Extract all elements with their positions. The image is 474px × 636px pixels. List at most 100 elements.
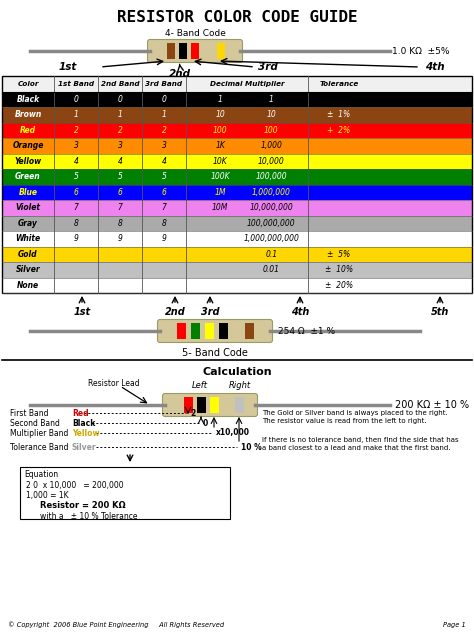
Text: 10,000,000: 10,000,000 bbox=[249, 204, 293, 212]
Text: 0.1: 0.1 bbox=[265, 250, 277, 259]
Text: 1st: 1st bbox=[73, 307, 91, 317]
Bar bbox=[2, 153, 472, 169]
Bar bbox=[2, 138, 472, 153]
Bar bbox=[197, 397, 206, 413]
Text: 1M: 1M bbox=[214, 188, 226, 197]
Text: Silver: Silver bbox=[72, 443, 97, 452]
Text: 10: 10 bbox=[215, 110, 225, 120]
Bar bbox=[2, 107, 472, 123]
Text: Resistor Lead: Resistor Lead bbox=[88, 380, 140, 389]
Text: Red: Red bbox=[72, 408, 89, 417]
Text: 1: 1 bbox=[162, 110, 166, 120]
Text: 5: 5 bbox=[118, 172, 122, 181]
Text: Red: Red bbox=[20, 126, 36, 135]
Text: 4: 4 bbox=[118, 156, 122, 166]
Text: 1: 1 bbox=[218, 95, 223, 104]
Text: Black: Black bbox=[17, 95, 40, 104]
Text: 9: 9 bbox=[118, 234, 122, 243]
Text: 1,000: 1,000 bbox=[260, 141, 283, 150]
Text: 1.0 KΩ  ±5%: 1.0 KΩ ±5% bbox=[392, 46, 449, 55]
Bar bbox=[191, 323, 200, 339]
Text: Green: Green bbox=[15, 172, 41, 181]
Text: 2nd: 2nd bbox=[164, 307, 185, 317]
Bar bbox=[2, 169, 472, 184]
Text: 0: 0 bbox=[162, 95, 166, 104]
Text: 1: 1 bbox=[118, 110, 122, 120]
Text: Left: Left bbox=[192, 381, 208, 390]
Text: 1,000,000,000: 1,000,000,000 bbox=[244, 234, 300, 243]
Text: 100: 100 bbox=[213, 126, 228, 135]
Text: 6: 6 bbox=[162, 188, 166, 197]
Text: RESISTOR COLOR CODE GUIDE: RESISTOR COLOR CODE GUIDE bbox=[117, 10, 357, 25]
Text: 4th: 4th bbox=[425, 62, 445, 72]
Text: Gray: Gray bbox=[18, 219, 38, 228]
Text: 8: 8 bbox=[118, 219, 122, 228]
Text: 100,000,000: 100,000,000 bbox=[247, 219, 296, 228]
Text: ±  20%: ± 20% bbox=[325, 280, 353, 290]
Text: 2nd: 2nd bbox=[169, 69, 191, 79]
Text: Calculation: Calculation bbox=[202, 367, 272, 377]
Text: 100: 100 bbox=[264, 126, 279, 135]
Text: 4: 4 bbox=[162, 156, 166, 166]
Text: 9: 9 bbox=[73, 234, 78, 243]
Text: 200 KΩ ± 10 %: 200 KΩ ± 10 % bbox=[395, 400, 469, 410]
Text: First Band: First Band bbox=[10, 408, 48, 417]
Text: 2: 2 bbox=[162, 126, 166, 135]
Bar bbox=[167, 43, 175, 59]
Text: None: None bbox=[17, 280, 39, 290]
Text: Equation: Equation bbox=[24, 470, 58, 479]
Bar bbox=[2, 76, 472, 92]
Text: 2: 2 bbox=[73, 126, 78, 135]
Text: 4: 4 bbox=[73, 156, 78, 166]
Text: 1st Band: 1st Band bbox=[58, 81, 94, 86]
Bar bbox=[2, 262, 472, 277]
Text: 8: 8 bbox=[73, 219, 78, 228]
Bar bbox=[210, 397, 219, 413]
Text: 0.01: 0.01 bbox=[263, 265, 280, 274]
Text: 0: 0 bbox=[203, 418, 208, 427]
Text: The Gold or Silver band is always placed to the right.
The resistor value is rea: The Gold or Silver band is always placed… bbox=[262, 410, 448, 424]
Text: 4- Band Code: 4- Band Code bbox=[164, 29, 226, 38]
Bar bbox=[2, 184, 472, 200]
Text: 5- Band Code: 5- Band Code bbox=[182, 348, 248, 358]
Text: 3rd: 3rd bbox=[258, 62, 278, 72]
Text: 7: 7 bbox=[162, 204, 166, 212]
Bar bbox=[179, 43, 187, 59]
Text: Violet: Violet bbox=[16, 204, 40, 212]
FancyBboxPatch shape bbox=[147, 39, 243, 62]
Text: 4th: 4th bbox=[291, 307, 309, 317]
Text: 3: 3 bbox=[162, 141, 166, 150]
Text: Yellow: Yellow bbox=[72, 429, 100, 438]
Text: 10 %: 10 % bbox=[241, 443, 262, 452]
Text: 2nd Band: 2nd Band bbox=[100, 81, 139, 86]
Text: +  2%: + 2% bbox=[328, 126, 351, 135]
Text: Silver: Silver bbox=[16, 265, 40, 274]
Text: 10M: 10M bbox=[212, 204, 228, 212]
Text: Gold: Gold bbox=[18, 250, 38, 259]
Text: 5th: 5th bbox=[431, 307, 449, 317]
Text: Brown: Brown bbox=[14, 110, 42, 120]
FancyBboxPatch shape bbox=[163, 394, 257, 417]
Text: Tolerance Band: Tolerance Band bbox=[10, 443, 69, 452]
Text: White: White bbox=[16, 234, 41, 243]
Text: 7: 7 bbox=[118, 204, 122, 212]
Text: ±  5%: ± 5% bbox=[328, 250, 351, 259]
Text: Right: Right bbox=[229, 381, 251, 390]
Bar bbox=[184, 397, 193, 413]
Text: 6: 6 bbox=[73, 188, 78, 197]
Text: Second Band: Second Band bbox=[10, 418, 60, 427]
Text: 3rd Band: 3rd Band bbox=[146, 81, 182, 86]
Bar bbox=[2, 92, 472, 107]
Text: 0: 0 bbox=[118, 95, 122, 104]
Text: 2: 2 bbox=[190, 408, 195, 417]
Text: Yellow: Yellow bbox=[14, 156, 42, 166]
Text: 7: 7 bbox=[73, 204, 78, 212]
Text: 254 Ω  ±1 %: 254 Ω ±1 % bbox=[278, 326, 335, 336]
Text: Decimal Multiplier: Decimal Multiplier bbox=[210, 81, 284, 86]
Text: 0: 0 bbox=[73, 95, 78, 104]
Text: 5: 5 bbox=[162, 172, 166, 181]
Text: Multiplier Band: Multiplier Band bbox=[10, 429, 68, 438]
Bar bbox=[2, 200, 472, 216]
Bar bbox=[2, 277, 472, 293]
Text: 5: 5 bbox=[73, 172, 78, 181]
